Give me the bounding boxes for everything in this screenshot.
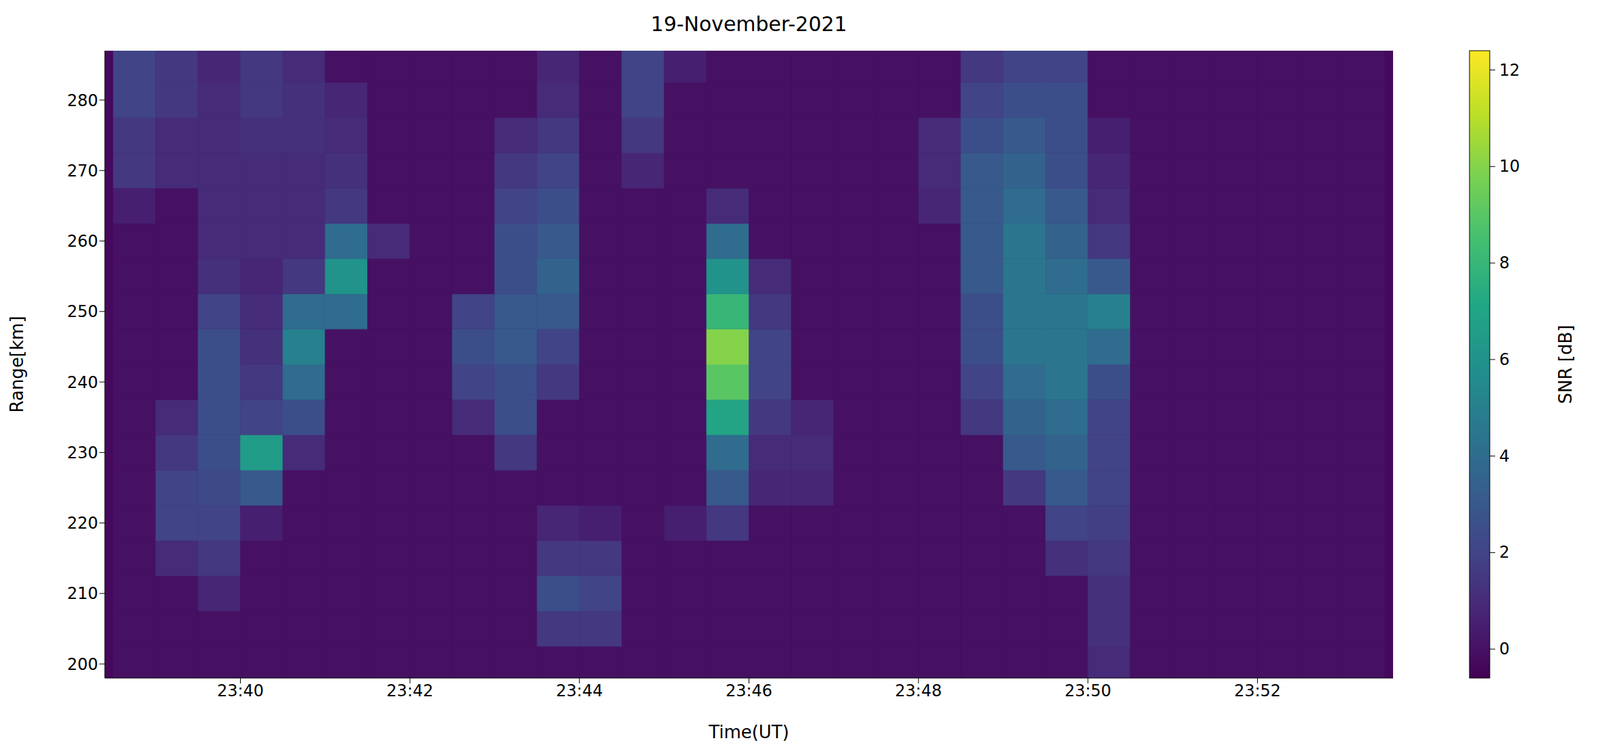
svg-text:SNR [dB]: SNR [dB] — [1555, 325, 1576, 405]
svg-text:23:52: 23:52 — [1234, 681, 1281, 701]
svg-text:230: 230 — [66, 443, 99, 463]
svg-text:270: 270 — [66, 161, 99, 181]
svg-text:23:48: 23:48 — [895, 681, 943, 701]
svg-text:0: 0 — [1499, 639, 1510, 659]
svg-text:2: 2 — [1499, 543, 1510, 562]
svg-text:250: 250 — [66, 302, 99, 322]
svg-text:240: 240 — [66, 373, 99, 393]
svg-text:280: 280 — [66, 91, 99, 111]
svg-text:23:46: 23:46 — [725, 681, 773, 701]
svg-text:260: 260 — [66, 231, 99, 251]
svg-text:23:42: 23:42 — [386, 681, 434, 701]
svg-text:210: 210 — [66, 584, 99, 604]
svg-text:4: 4 — [1499, 446, 1510, 466]
svg-text:23:50: 23:50 — [1064, 681, 1112, 701]
svg-text:Range[km]: Range[km] — [6, 315, 28, 413]
svg-text:23:40: 23:40 — [217, 681, 264, 701]
svg-text:23:44: 23:44 — [555, 681, 603, 701]
svg-text:10: 10 — [1499, 156, 1521, 176]
html-text:19-November-2021: 19-November-2021 — [650, 12, 848, 36]
svg-text:220: 220 — [66, 513, 99, 533]
svg-text:6: 6 — [1499, 350, 1510, 370]
svg-text:Time(UT): Time(UT) — [708, 722, 790, 743]
svg-text:8: 8 — [1499, 253, 1510, 273]
svg-text:200: 200 — [66, 655, 99, 675]
svg-text:12: 12 — [1499, 60, 1521, 80]
